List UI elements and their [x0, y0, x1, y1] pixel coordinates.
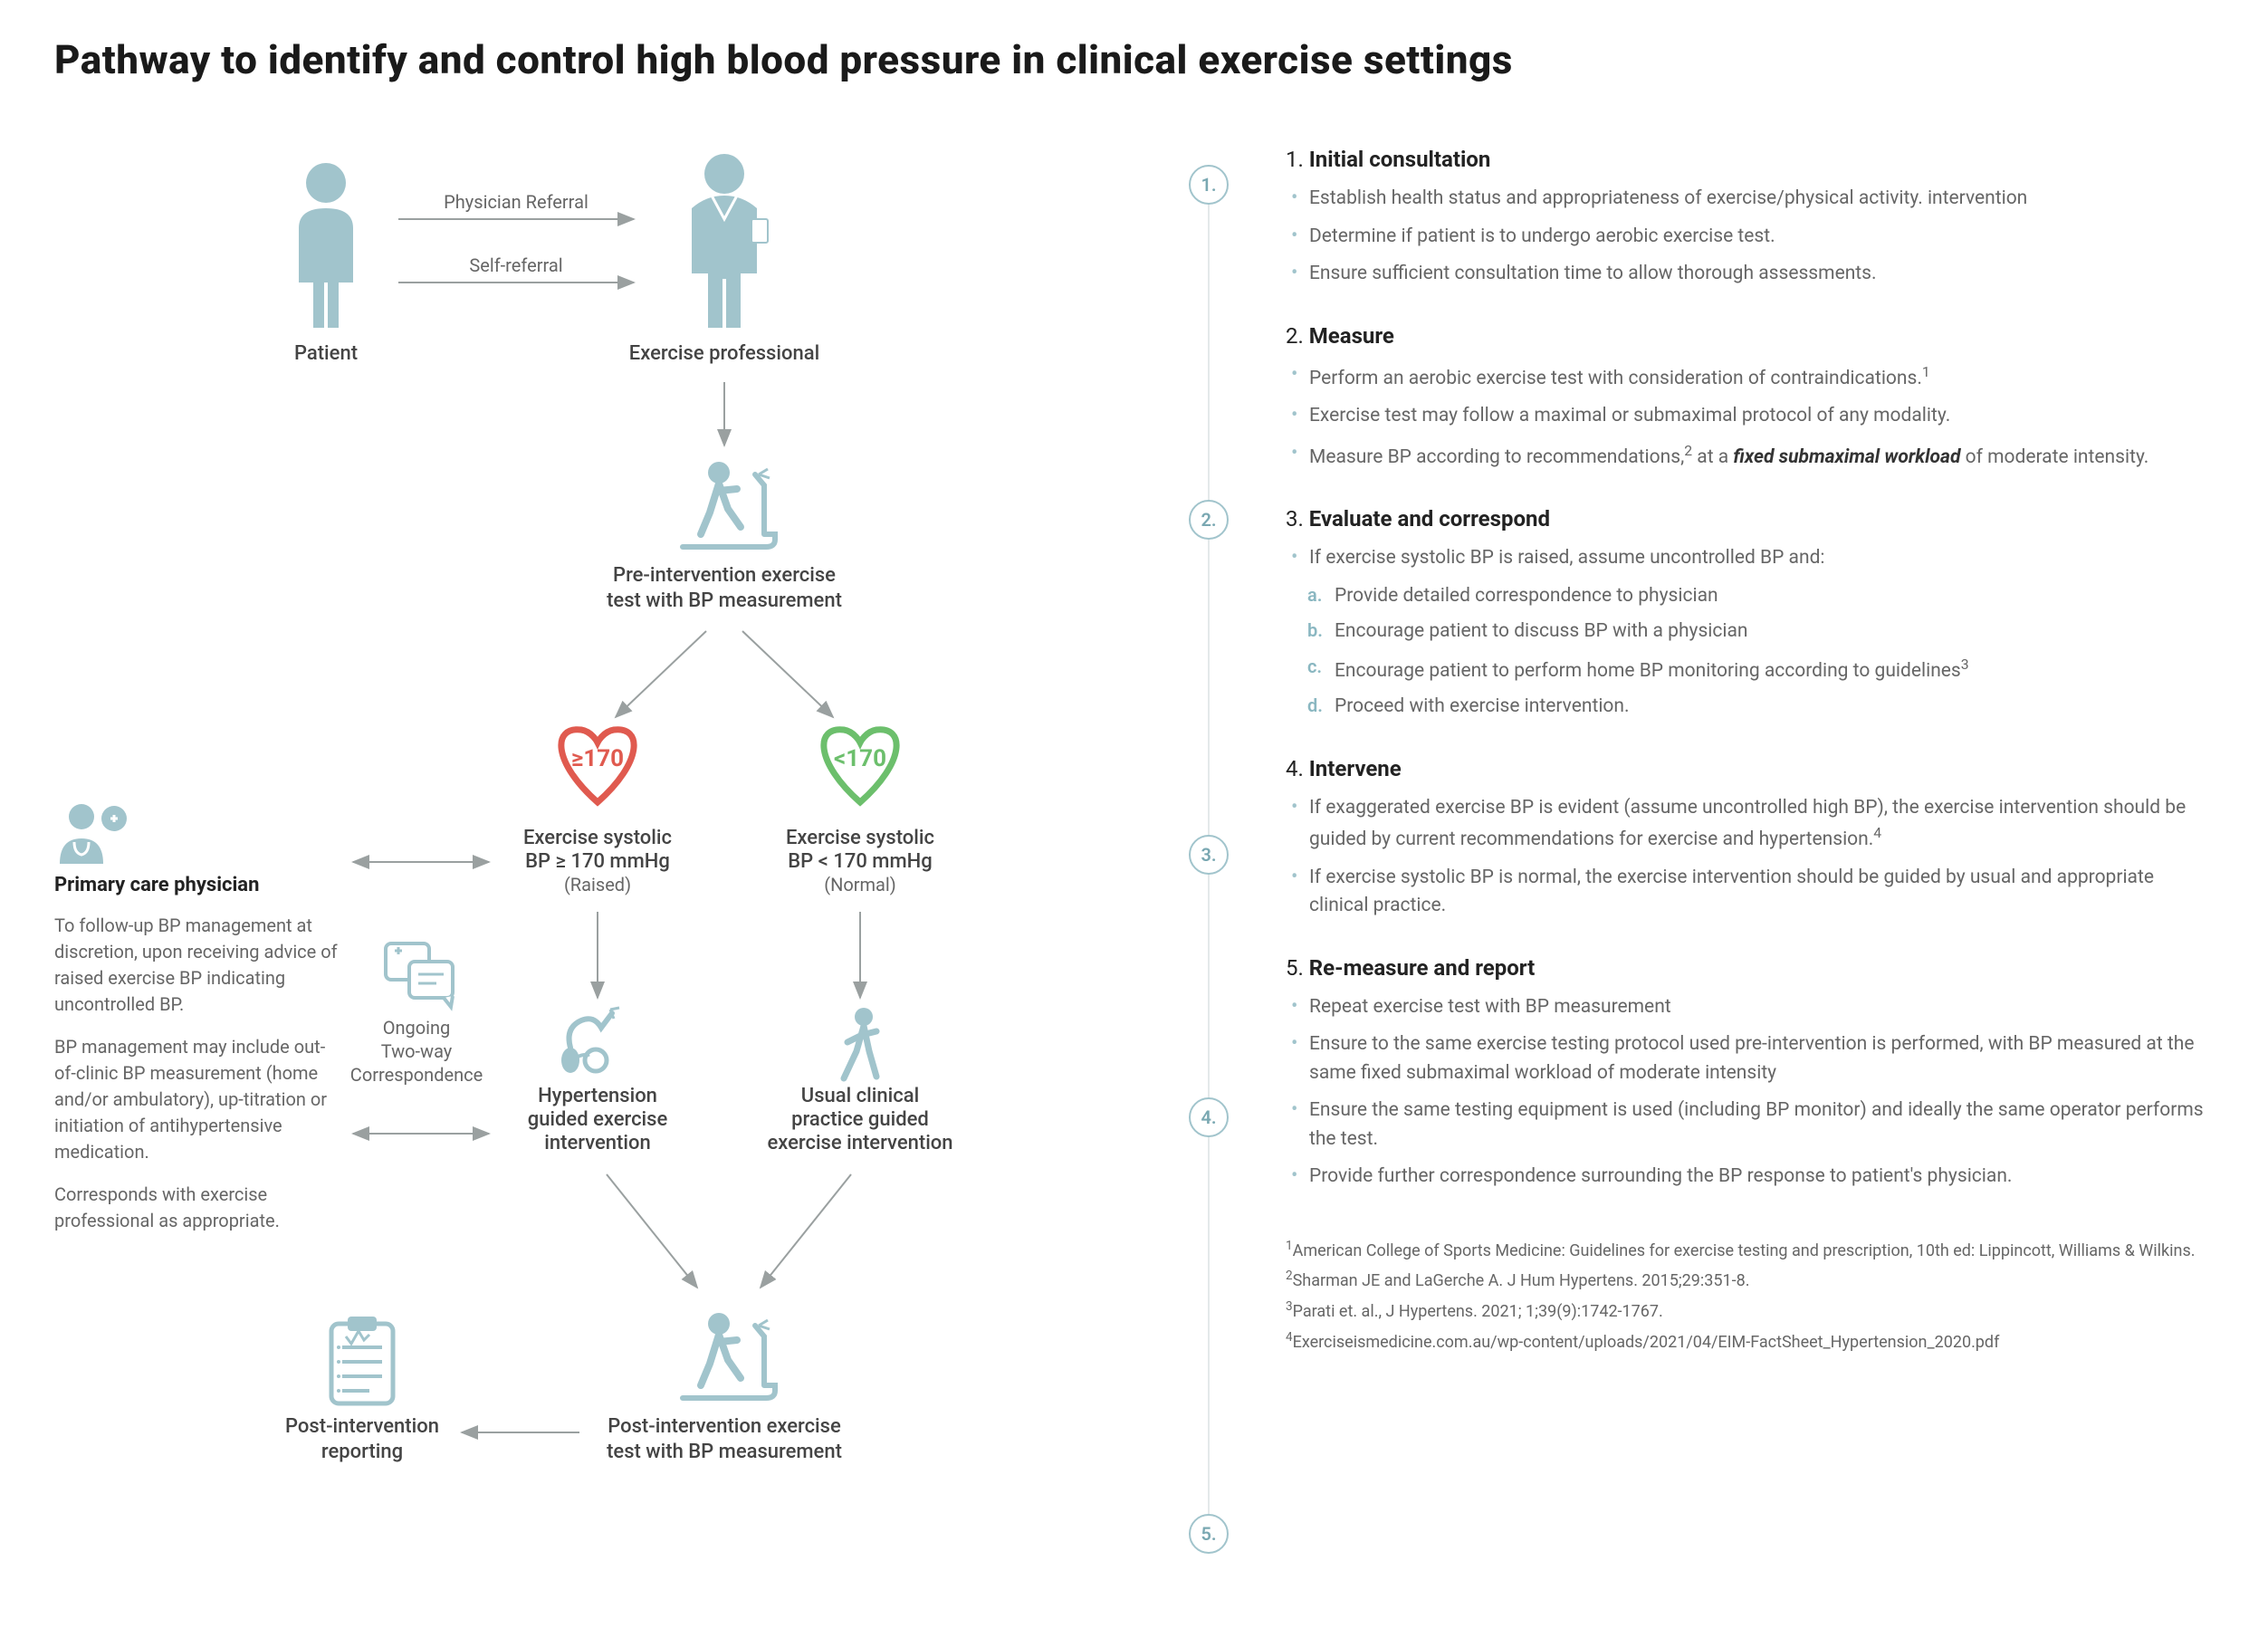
- references: 1American College of Sports Medicine: Gu…: [1286, 1237, 2209, 1356]
- timeline-dot: 2.: [1189, 500, 1229, 540]
- patient-label: Patient: [294, 342, 358, 365]
- raised-l2: BP ≥ 170 mmHg: [525, 850, 670, 873]
- htn-l1: Hypertension: [538, 1085, 657, 1107]
- step-title: 1. Initial consultation: [1286, 147, 2209, 172]
- physician-p2: BP management may include out-of-clinic …: [54, 1034, 344, 1165]
- step-bullets: If exaggerated exercise BP is evident (a…: [1286, 794, 2209, 921]
- normal-l2: BP < 170 mmHg: [788, 850, 932, 873]
- pretest-l2: test with BP measurement: [607, 589, 842, 612]
- timeline-dot: 4.: [1189, 1097, 1229, 1137]
- step-bullet: Ensure sufficient consultation time to a…: [1286, 260, 2209, 289]
- reference-line: 2Sharman JE and LaGerche A. J Hum Hypert…: [1286, 1267, 2209, 1294]
- main-layout: Primary care physician To follow-up BP m…: [54, 138, 2214, 1586]
- step-sub-item: Proceed with exercise intervention.: [1307, 693, 2209, 722]
- timeline-dot: 1.: [1189, 165, 1229, 205]
- raised-l1: Exercise systolic: [523, 827, 672, 849]
- step-bullet: Measure BP according to recommendations,…: [1286, 440, 2209, 473]
- walking-icon: [844, 1008, 876, 1078]
- htn-l2: guided exercise: [528, 1108, 668, 1131]
- reference-line: 4Exerciseismedicine.com.au/wp-content/up…: [1286, 1328, 2209, 1355]
- step-bullet: Perform an aerobic exercise test with co…: [1286, 361, 2209, 394]
- heart-normal-icon: <170: [824, 730, 896, 802]
- physician-p1: To follow-up BP management at discretion…: [54, 913, 344, 1018]
- step-bullets: Establish health status and appropriaten…: [1286, 185, 2209, 289]
- exercise-pro-label: Exercise professional: [629, 342, 819, 365]
- physician-title: Primary care physician: [54, 871, 344, 900]
- step-title: 5. Re-measure and report: [1286, 955, 2209, 981]
- corr-l2: Two-way: [381, 1040, 453, 1062]
- usual-l2: practice guided: [791, 1108, 929, 1131]
- step-bullet: Repeat exercise test with BP measurement: [1286, 993, 2209, 1022]
- treadmill-pre-icon: [683, 462, 775, 547]
- timeline: 1. 2. 3. 4. 5.: [1159, 138, 1258, 1586]
- step-bullet: If exaggerated exercise BP is evident (a…: [1286, 794, 2209, 855]
- usual-l3: exercise intervention: [767, 1132, 952, 1154]
- step-section: 2. Measure Perform an aerobic exercise te…: [1286, 323, 2209, 473]
- arrow-merge-right: [761, 1174, 851, 1288]
- page-title: Pathway to identify and control high blo…: [54, 36, 2214, 83]
- arrow-split-left: [616, 631, 706, 717]
- step-sub-item: Provide detailed correspondence to physi…: [1307, 582, 2209, 611]
- step-sub-item: Encourage patient to perform home BP mon…: [1307, 654, 2209, 686]
- post-l1: Post-intervention exercise: [608, 1415, 841, 1438]
- usual-l1: Usual clinical: [801, 1085, 919, 1107]
- step-sub-item: Encourage patient to discuss BP with a p…: [1307, 618, 2209, 646]
- htn-l3: intervention: [544, 1132, 650, 1154]
- step-sublist: Provide detailed correspondence to physi…: [1286, 582, 2209, 722]
- reference-line: 3Parati et. al., J Hypertens. 2021; 1;39…: [1286, 1298, 2209, 1325]
- step-section: 1. Initial consultation Establish health …: [1286, 147, 2209, 289]
- report-l2: reporting: [321, 1441, 403, 1463]
- step-section: 5. Re-measure and report Repeat exercise …: [1286, 955, 2209, 1192]
- step-bullet: Ensure the same testing equipment is use…: [1286, 1097, 2209, 1154]
- timeline-dot: 3.: [1189, 835, 1229, 875]
- step-bullet: Establish health status and appropriaten…: [1286, 185, 2209, 214]
- chat-icon: [386, 943, 453, 1007]
- step-bullet: Determine if patient is to undergo aerob…: [1286, 223, 2209, 252]
- step-bullets: Repeat exercise test with BP measurement…: [1286, 993, 2209, 1192]
- report-l1: Post-intervention: [285, 1415, 439, 1438]
- referral-bottom-label: Self-referral: [469, 254, 562, 276]
- treadmill-post-icon: [683, 1313, 775, 1398]
- referral-top-label: Physician Referral: [444, 191, 589, 213]
- step-section: 4. Intervene If exaggerated exercise BP i…: [1286, 756, 2209, 921]
- step-bullets: Perform an aerobic exercise test with co…: [1286, 361, 2209, 473]
- heart-raised-icon: ≥170: [561, 730, 634, 802]
- post-l2: test with BP measurement: [607, 1441, 842, 1463]
- step-bullet: If exercise systolic BP is normal, the e…: [1286, 864, 2209, 921]
- step-section: 3. Evaluate and correspond If exercise sy…: [1286, 506, 2209, 722]
- bp-cuff-icon: [561, 1008, 619, 1073]
- normal-l1: Exercise systolic: [786, 827, 934, 849]
- step-title: 3. Evaluate and correspond: [1286, 506, 2209, 531]
- arrow-merge-left: [607, 1174, 697, 1288]
- exercise-pro-icon: [692, 154, 768, 328]
- svg-text:<170: <170: [834, 745, 886, 772]
- physician-icon: [54, 799, 136, 871]
- pretest-l1: Pre-intervention exercise: [613, 564, 836, 587]
- reference-line: 1American College of Sports Medicine: Gu…: [1286, 1237, 2209, 1264]
- step-bullets: If exercise systolic BP is raised, assum…: [1286, 544, 2209, 573]
- svg-text:≥170: ≥170: [571, 745, 624, 772]
- steps-panel: 1. Initial consultation Establish health …: [1258, 138, 2209, 1586]
- step-title: 2. Measure: [1286, 323, 2209, 349]
- step-bullet: Provide further correspondence surroundi…: [1286, 1163, 2209, 1192]
- flowchart: Primary care physician To follow-up BP m…: [54, 138, 1159, 1586]
- timeline-dot: 5.: [1189, 1514, 1229, 1554]
- step-title: 4. Intervene: [1286, 756, 2209, 781]
- step-bullet: If exercise systolic BP is raised, assum…: [1286, 544, 2209, 573]
- raised-l3: (Raised): [564, 874, 631, 895]
- normal-l3: (Normal): [824, 874, 896, 895]
- physician-panel: Primary care physician To follow-up BP m…: [54, 799, 344, 1250]
- patient-icon: [299, 163, 353, 328]
- step-bullet: Ensure to the same exercise testing prot…: [1286, 1030, 2209, 1087]
- physician-p3: Corresponds with exercise professional a…: [54, 1182, 344, 1234]
- arrow-split-right: [742, 631, 833, 717]
- step-bullet: Exercise test may follow a maximal or su…: [1286, 402, 2209, 431]
- report-icon: [331, 1317, 393, 1403]
- corr-l1: Ongoing: [383, 1017, 451, 1039]
- corr-l3: Correspondence: [350, 1064, 483, 1086]
